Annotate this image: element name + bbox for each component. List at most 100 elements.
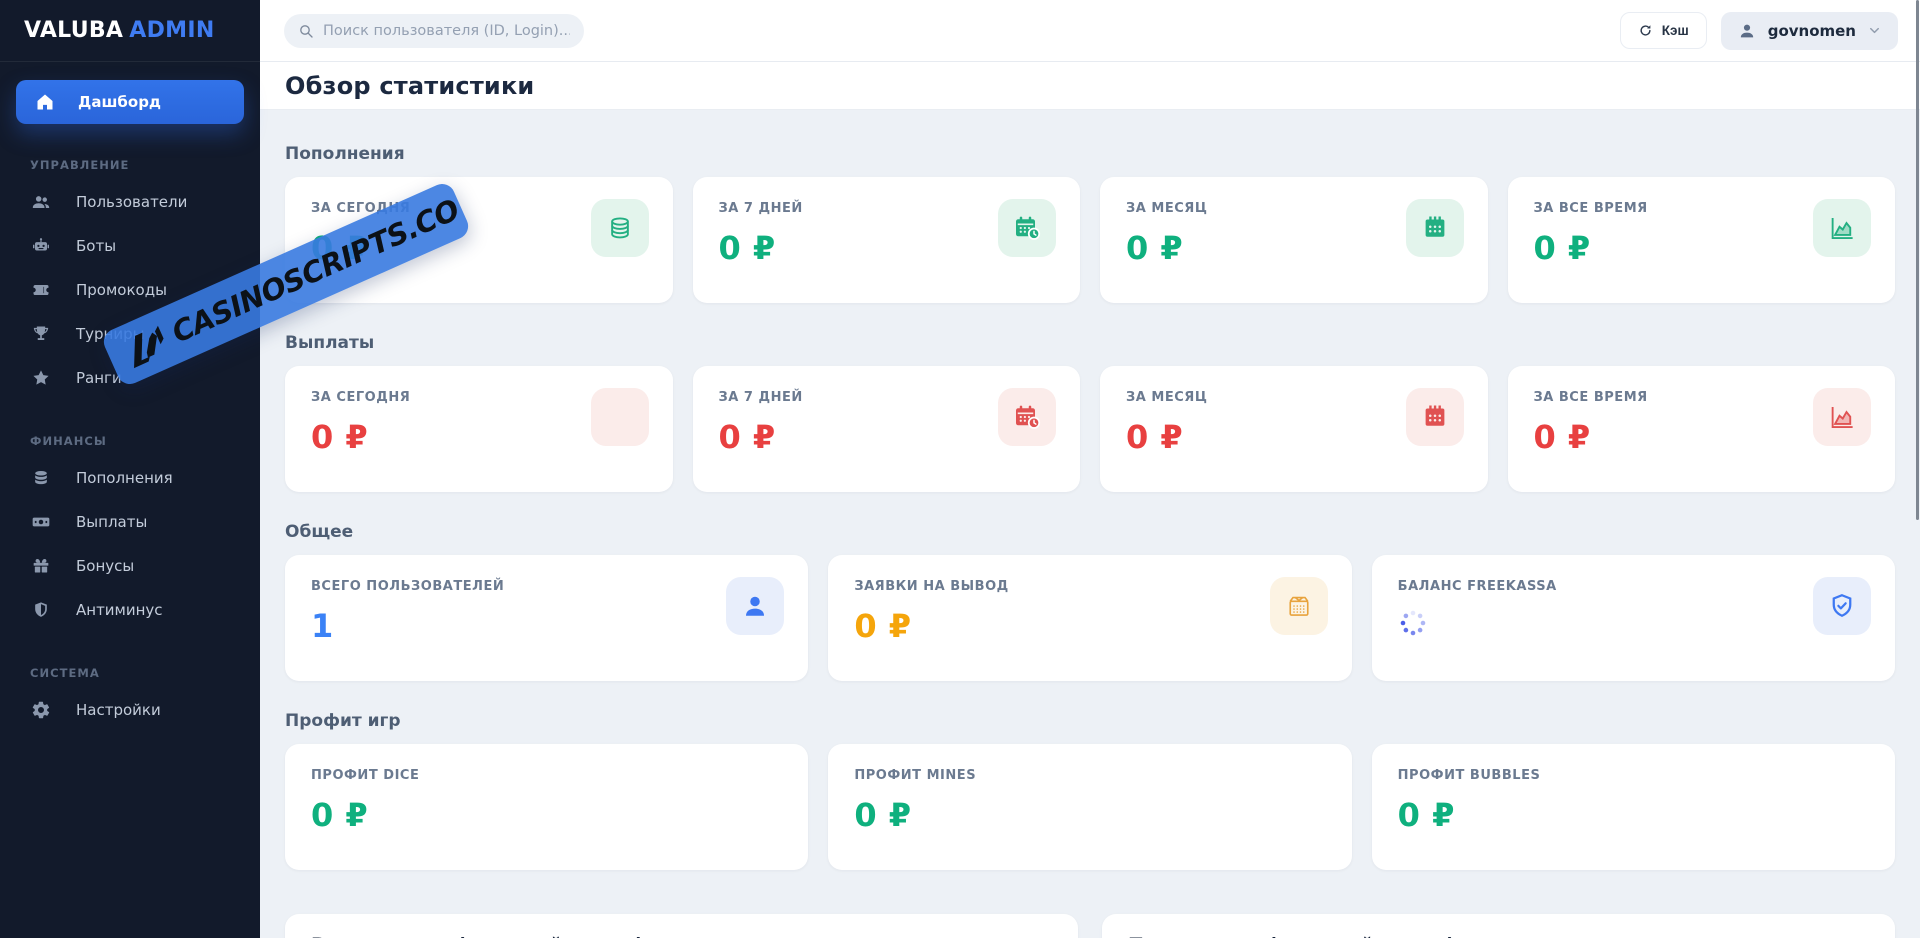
- cache-button-label: Кэш: [1661, 23, 1689, 38]
- stat-label: ПРОФИТ MINES: [854, 768, 977, 783]
- empty-icon: [590, 388, 649, 446]
- section-deposits: Пополнения ЗА СЕГОДНЯ 0 ₽ ЗА 7 ДНЕЙ 0 ₽: [285, 144, 1895, 303]
- stat-value: 0 ₽: [1397, 796, 1455, 834]
- stat-label: ЗА ВСЕ ВРЕМЯ: [1533, 201, 1648, 216]
- stat-card-total-users: ВСЕГО ПОЛЬЗОВАТЕЛЕЙ 1: [285, 555, 809, 681]
- logo-accent: ADMIN: [129, 18, 215, 43]
- calendar-icon: [1405, 199, 1464, 257]
- search-icon: [298, 23, 314, 39]
- sidebar-section-management: УПРАВЛЕНИЕ: [30, 158, 130, 172]
- sidebar-item-users[interactable]: Пользователи: [16, 180, 244, 224]
- watermark-banner: CASINOSCRIPTS.CO: [99, 179, 473, 389]
- content: Пополнения ЗА СЕГОДНЯ 0 ₽ ЗА 7 ДНЕЙ 0 ₽: [260, 110, 1920, 938]
- stat-value: 0 ₽: [1126, 229, 1184, 267]
- stat-value: 1: [311, 607, 334, 645]
- topbar: Кэш govnomen: [260, 0, 1920, 62]
- stat-card-deposits-7days: ЗА 7 ДНЕЙ 0 ₽: [692, 177, 1080, 303]
- section-charts: Регистрации (текущий месяц) Пополнения (…: [285, 914, 1895, 938]
- main-area: Кэш govnomen Обзор статистики Пополнения…: [260, 0, 1920, 938]
- user-avatar-icon: [1737, 21, 1757, 41]
- calendar-clock-icon: [998, 199, 1056, 257]
- sidebar-item-promocodes[interactable]: Промокоды: [16, 268, 244, 312]
- stat-value: 0 ₽: [1533, 229, 1591, 267]
- stat-label: ЗА МЕСЯЦ: [1126, 390, 1208, 405]
- users-icon: [30, 191, 52, 213]
- stat-value: 0 ₽: [718, 229, 776, 267]
- scrollbar[interactable]: [1915, 0, 1920, 938]
- gift-icon: [30, 555, 52, 577]
- watermark-logo-icon: [119, 323, 171, 371]
- section-payouts: Выплаты ЗА СЕГОДНЯ 0 ₽ ЗА 7 ДНЕЙ 0 ₽ ЗА …: [285, 333, 1895, 492]
- payouts-cards: ЗА СЕГОДНЯ 0 ₽ ЗА 7 ДНЕЙ 0 ₽ ЗА МЕСЯЦ 0 …: [285, 366, 1895, 492]
- stat-card-profit-dice: ПРОФИТ DICE 0 ₽: [285, 744, 809, 870]
- stat-label: ЗА СЕГОДНЯ: [311, 390, 411, 405]
- stat-label: ПРОФИТ DICE: [311, 768, 420, 783]
- stat-label: ВСЕГО ПОЛЬЗОВАТЕЛЕЙ: [311, 579, 505, 594]
- calendar-icon: [1405, 388, 1464, 446]
- sidebar-item-bonuses[interactable]: Бонусы: [16, 544, 244, 588]
- sidebar-item-label: Пополнения: [76, 469, 173, 487]
- search-input[interactable]: [323, 22, 570, 39]
- logo-primary: VALUBA: [24, 18, 124, 43]
- cache-button[interactable]: Кэш: [1619, 12, 1707, 49]
- page-title: Обзор статистики: [285, 71, 535, 100]
- sidebar-item-label: Пользователи: [76, 193, 188, 211]
- section-title: Общее: [285, 522, 354, 542]
- section-title: Профит игр: [285, 711, 401, 731]
- charts-cards: Регистрации (текущий месяц) Пополнения (…: [285, 914, 1895, 938]
- chart-card-registrations: Регистрации (текущий месяц): [285, 914, 1078, 938]
- shield-icon: [30, 599, 52, 621]
- stat-value: 0 ₽: [854, 607, 912, 645]
- home-icon: [34, 91, 56, 113]
- sidebar-item-label: Бонусы: [76, 557, 135, 575]
- sidebar-item-label: Дашборд: [78, 93, 162, 111]
- general-cards: ВСЕГО ПОЛЬЗОВАТЕЛЕЙ 1 ЗАЯВКИ НА ВЫВОД 0 …: [285, 555, 1895, 681]
- sidebar-item-deposits[interactable]: Пополнения: [16, 456, 244, 500]
- stat-card-profit-bubbles: ПРОФИТ BUBBLES 0 ₽: [1371, 744, 1895, 870]
- stat-card-withdraw-requests: ЗАЯВКИ НА ВЫВОД 0 ₽: [828, 555, 1352, 681]
- logo-band: VALUBA ADMIN: [0, 0, 260, 62]
- user-menu[interactable]: govnomen: [1720, 11, 1898, 50]
- gear-icon: [30, 699, 52, 721]
- sidebar-item-label: Промокоды: [76, 281, 167, 299]
- coins-icon: [30, 467, 52, 489]
- sidebar-section-system: СИСТЕМА: [30, 666, 100, 680]
- chevron-down-icon: [1867, 23, 1882, 38]
- sidebar-item-payouts[interactable]: Выплаты: [16, 500, 244, 544]
- stat-label: БАЛАНС FREEKASSA: [1397, 579, 1557, 594]
- sidebar-item-label: Настройки: [76, 701, 161, 719]
- stat-card-payouts-alltime: ЗА ВСЕ ВРЕМЯ 0 ₽: [1507, 366, 1895, 492]
- sidebar-item-ranks[interactable]: Ранги: [16, 356, 244, 400]
- refresh-icon: [1638, 23, 1653, 38]
- title-band: Обзор статистики: [260, 62, 1920, 110]
- stat-card-payouts-7days: ЗА 7 ДНЕЙ 0 ₽: [692, 366, 1080, 492]
- stat-label: ЗА 7 ДНЕЙ: [718, 201, 803, 216]
- star-icon: [30, 367, 52, 389]
- stat-value: 0 ₽: [311, 418, 369, 456]
- stat-value: 0 ₽: [1533, 418, 1591, 456]
- chart-title: Пополнения (текущий месяц): [1128, 934, 1869, 938]
- sidebar-item-bots[interactable]: Боты: [16, 224, 244, 268]
- register-icon: [1269, 577, 1328, 635]
- sidebar-nav: Дашборд УПРАВЛЕНИЕ Пользователи Боты Про…: [0, 62, 260, 732]
- stat-label: ЗА 7 ДНЕЙ: [718, 390, 803, 405]
- sidebar-item-antiminus[interactable]: Антиминус: [16, 588, 244, 632]
- robot-icon: [30, 235, 52, 257]
- banknote-icon: [30, 511, 52, 533]
- sidebar-section-finance: ФИНАНСЫ: [30, 434, 107, 448]
- sidebar-item-label: Выплаты: [76, 513, 148, 531]
- scrollbar-thumb[interactable]: [1916, 0, 1919, 520]
- sidebar-item-dashboard[interactable]: Дашборд: [16, 80, 244, 124]
- stat-card-deposits-month: ЗА МЕСЯЦ 0 ₽: [1100, 177, 1488, 303]
- sidebar-item-settings[interactable]: Настройки: [16, 688, 244, 732]
- user-search[interactable]: [284, 13, 584, 48]
- topbar-right: Кэш govnomen: [1619, 11, 1898, 50]
- chart-title: Регистрации (текущий месяц): [311, 934, 1052, 938]
- sidebar: VALUBA ADMIN Дашборд УПРАВЛЕНИЕ Пользоват…: [0, 0, 260, 938]
- chart-card-deposits: Пополнения (текущий месяц): [1102, 914, 1895, 938]
- stat-card-freekassa-balance: БАЛАНС FREEKASSA: [1371, 555, 1895, 681]
- section-title: Выплаты: [285, 333, 375, 353]
- stat-value: 0 ₽: [311, 796, 369, 834]
- shield-check-icon: [1812, 577, 1871, 635]
- profit-cards: ПРОФИТ DICE 0 ₽ ПРОФИТ MINES 0 ₽ ПРОФИТ …: [285, 744, 1895, 870]
